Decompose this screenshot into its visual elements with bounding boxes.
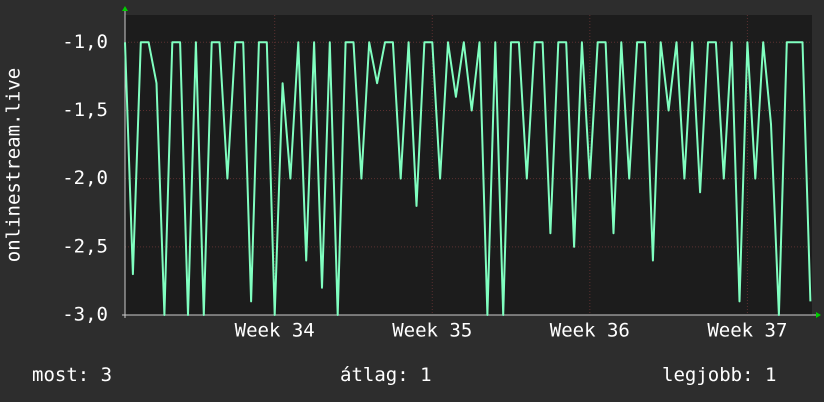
x-tick-label: Week 34	[235, 320, 315, 342]
axis-arrow	[122, 6, 128, 11]
y-tick-label: -3,0	[62, 304, 108, 326]
stat-value: 1	[420, 364, 431, 386]
y-axis-label: onlinestream.live	[3, 68, 25, 262]
y-tick-label: -2,0	[62, 167, 108, 189]
y-tick-label: -2,5	[62, 235, 108, 257]
stat-value: 1	[765, 364, 776, 386]
x-tick-label: Week 35	[392, 320, 472, 342]
y-tick-label: -1,5	[62, 99, 108, 121]
x-tick-label: Week 37	[707, 320, 787, 342]
legend-stat: átlag: 1	[340, 364, 432, 386]
stat-label: legjobb:	[662, 364, 754, 386]
stat-label: átlag:	[340, 364, 409, 386]
axis-arrow	[816, 312, 821, 318]
x-tick-label: Week 36	[550, 320, 630, 342]
stat-value: 3	[101, 364, 112, 386]
legend-stat: most: 3	[32, 364, 112, 386]
data-line	[124, 41, 812, 316]
legend-stat: legjobb: 1	[662, 364, 776, 386]
y-tick-label: -1,0	[62, 31, 108, 53]
plot-area	[125, 15, 812, 315]
stat-label: most:	[32, 364, 89, 386]
